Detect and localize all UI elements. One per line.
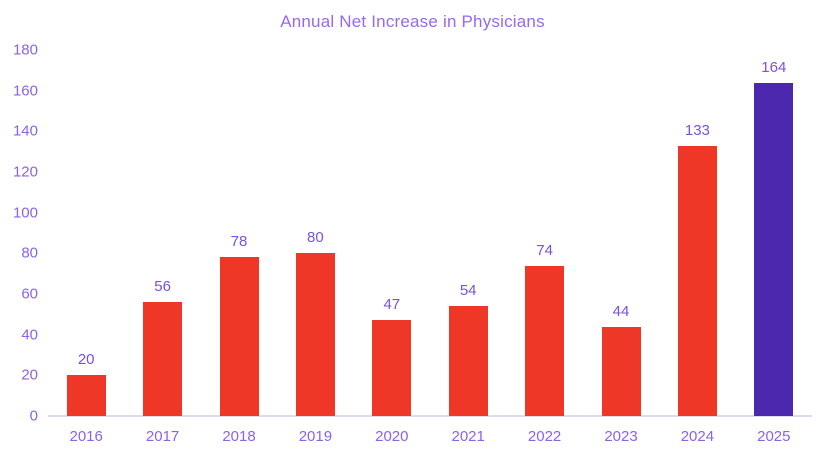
- bar: [220, 257, 259, 416]
- bar: [143, 302, 182, 416]
- x-tick-label: 2018: [222, 428, 256, 445]
- bar: [754, 83, 793, 416]
- x-tick-label: 2025: [757, 428, 791, 445]
- x-tick-label: 2016: [69, 428, 103, 445]
- x-tick-label: 2022: [527, 428, 562, 445]
- chart-title: Annual Net Increase in Physicians: [280, 12, 545, 31]
- bar-value-label: 54: [459, 282, 477, 299]
- y-tick-label: 60: [21, 285, 38, 303]
- x-tick-label: 2024: [680, 428, 715, 445]
- bar: [296, 253, 335, 416]
- x-tick-label: 2021: [451, 428, 485, 445]
- bar: [525, 266, 564, 416]
- y-tick-label: 160: [12, 82, 38, 100]
- bar-value-label: 80: [307, 229, 324, 246]
- bar-value-label: 133: [684, 122, 710, 139]
- x-tick-label: 2019: [298, 428, 333, 445]
- x-tick-label: 2023: [604, 428, 638, 445]
- bar-value-label: 20: [77, 351, 95, 368]
- y-tick-label: 80: [21, 244, 38, 262]
- bar-value-label: 74: [536, 242, 553, 259]
- y-axis: 0 20 40 60 80 100 120 140 160 180: [0, 0, 38, 453]
- bar: [67, 375, 106, 416]
- x-tick-label: 2020: [375, 428, 409, 445]
- y-tick-label: 100: [12, 204, 38, 222]
- y-tick-label: 140: [12, 122, 38, 140]
- bar-value-label: 56: [154, 278, 171, 295]
- bar: [678, 146, 717, 416]
- x-axis-line: [48, 415, 812, 417]
- bar: [372, 320, 411, 416]
- bar-value-label: 78: [230, 233, 248, 250]
- bar-value-label: 164: [761, 59, 787, 76]
- x-tick-label: 2017: [145, 428, 180, 445]
- y-tick-label: 180: [12, 41, 38, 59]
- y-tick-label: 40: [21, 326, 38, 344]
- bar-value-label: 44: [612, 303, 630, 320]
- y-tick-label: 0: [29, 407, 38, 425]
- bar: [602, 327, 641, 416]
- y-tick-label: 20: [21, 366, 38, 384]
- y-tick-label: 120: [12, 163, 38, 181]
- bar: [449, 306, 488, 416]
- bar-value-label: 47: [383, 296, 401, 313]
